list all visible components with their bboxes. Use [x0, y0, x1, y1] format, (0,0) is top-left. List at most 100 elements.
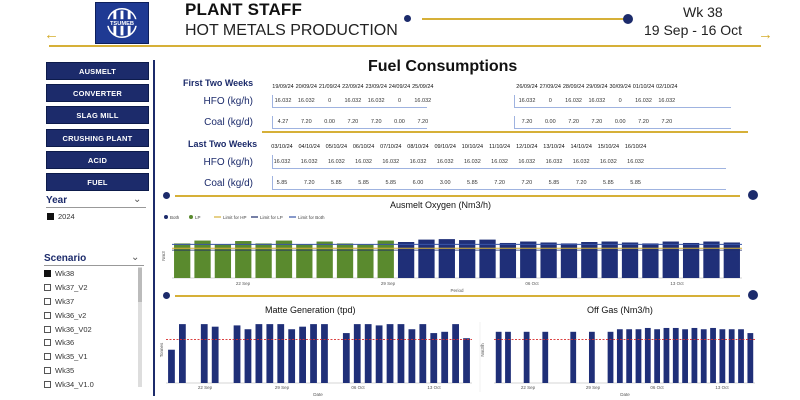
checkbox-icon[interactable] — [44, 339, 51, 347]
nav-button-converter[interactable]: CONVERTER — [46, 84, 149, 102]
checkbox-icon[interactable] — [44, 284, 51, 292]
scenario-slicer-list: Wk38 Wk37_V2 Wk37 Wk36_v2 Wk36_V02 Wk36 Wk35_V… — [44, 267, 139, 391]
table-cell-border — [272, 176, 726, 190]
checkbox-icon[interactable] — [47, 212, 54, 220]
table-cell: 16.032 — [658, 98, 676, 104]
bar — [452, 324, 459, 383]
bar — [700, 329, 707, 383]
company-logo: TSUMEB — [95, 2, 149, 44]
chevron-down-icon[interactable]: ⌄ — [133, 194, 142, 205]
checkbox-icon[interactable] — [44, 325, 51, 333]
table-header-date: 08/10/24 — [407, 144, 429, 150]
scenario-slicer-item-label: Wk36_v2 — [55, 310, 87, 320]
scenario-slicer-item[interactable]: Wk36 — [44, 336, 139, 350]
scenario-slicer-item[interactable]: Wk36_v2 — [44, 308, 139, 322]
table-header-date: 14/10/24 — [570, 144, 592, 150]
nav-button-fuel[interactable]: FUEL — [46, 173, 149, 191]
nav-button-ausmelt[interactable]: AUSMELT — [46, 62, 149, 80]
checkbox-icon[interactable] — [44, 311, 51, 319]
scenario-slicer-item-label: Wk37 — [55, 296, 75, 306]
separator-dot — [163, 192, 170, 199]
scenario-slicer-item[interactable]: Wk34_V1.0 — [44, 377, 139, 391]
y-axis-label: Tonnes — [159, 342, 164, 357]
scenario-slicer-item[interactable]: Wk35_V1 — [44, 350, 139, 364]
table-header-date: 01/10/24 — [632, 84, 655, 90]
bar — [654, 329, 661, 383]
date-range: 19 Sep - 16 Oct — [644, 22, 743, 38]
scenario-slicer-item[interactable]: Wk35 — [44, 364, 139, 378]
table-cell-border — [272, 116, 427, 129]
table-header-date: 25/09/24 — [412, 84, 434, 90]
bar — [719, 329, 726, 383]
nav-button-crushing-plant[interactable]: CRUSHING PLANT — [46, 129, 149, 147]
table-cell: 7.20 — [521, 180, 533, 186]
separator-dot — [748, 190, 758, 200]
scenario-slicer-item[interactable]: Wk38 — [44, 267, 139, 281]
bar — [233, 325, 241, 383]
nav-button-acid[interactable]: ACID — [46, 151, 149, 169]
table-header-date: 22/09/24 — [342, 84, 364, 90]
fuel-table-divider — [262, 131, 748, 133]
x-tick-label: 13 Oct — [427, 385, 441, 390]
table-cell: 0.00 — [394, 119, 405, 125]
nav-button-slag-mill[interactable]: SLAG MILL — [46, 106, 149, 124]
bar — [321, 324, 328, 383]
checkbox-icon[interactable] — [44, 366, 51, 374]
legend-marker — [164, 215, 168, 219]
bar — [662, 241, 679, 278]
bar — [523, 331, 530, 383]
last-two-weeks-title: Last Two Weeks — [188, 139, 258, 149]
table-cell: 7.20 — [661, 119, 673, 125]
table-header-date: 21/09/24 — [318, 84, 341, 90]
year-slicer-item[interactable]: 2024 — [47, 210, 75, 222]
bar — [560, 243, 578, 278]
bar — [255, 243, 272, 278]
x-tick-label: 13 Oct — [670, 281, 684, 286]
bar — [601, 241, 618, 278]
scenario-slicer-divider — [44, 265, 144, 266]
bar — [542, 331, 549, 383]
table-cell-border — [272, 155, 726, 169]
scenario-slicer-item[interactable]: Wk37 — [44, 295, 139, 309]
scenario-slicer-item-label: Wk35_V1 — [55, 352, 88, 362]
table-cell: 7.20 — [347, 119, 359, 125]
table-header-date: 20/09/24 — [295, 84, 317, 90]
x-axis-label: Date — [620, 392, 630, 397]
bar — [377, 240, 394, 278]
scenario-scrollbar-thumb[interactable] — [138, 268, 142, 302]
table-cell: 16.032 — [367, 98, 385, 104]
bar — [397, 324, 405, 383]
checkbox-icon[interactable] — [44, 297, 51, 305]
table-header-date: 07/10/24 — [380, 144, 402, 150]
bar — [570, 331, 577, 383]
arrow-left-icon[interactable]: ← — [44, 26, 59, 43]
year-slicer-divider — [46, 207, 146, 208]
scenario-slicer-title: Scenario — [44, 253, 87, 264]
table-cell: 16.032 — [382, 159, 400, 165]
scenario-slicer-item[interactable]: Wk36_V02 — [44, 322, 139, 336]
checkbox-icon[interactable] — [44, 270, 51, 278]
table-cell: 16.032 — [297, 98, 315, 104]
table-header-date: 26/09/24 — [516, 84, 538, 90]
table-cell: 4.27 — [277, 119, 289, 125]
separator-line — [175, 195, 740, 197]
separator-line — [175, 295, 740, 297]
bar — [505, 331, 511, 383]
scenario-slicer-item[interactable]: Wk37_V2 — [44, 281, 139, 295]
bar — [635, 329, 642, 383]
table-cell: 0 — [397, 98, 402, 104]
table-cell: 16.032 — [588, 98, 606, 104]
checkbox-icon[interactable] — [44, 380, 51, 388]
scenario-slicer-item-label: Wk36 — [55, 338, 75, 348]
scenario-scrollbar[interactable] — [138, 267, 142, 387]
table-cell: 16.032 — [545, 159, 563, 165]
chevron-down-icon[interactable]: ⌄ — [131, 252, 140, 263]
table-header-date: 23/09/24 — [365, 84, 387, 90]
bar — [642, 243, 659, 278]
checkbox-icon[interactable] — [44, 353, 51, 361]
table-header-date: 06/10/24 — [352, 144, 375, 150]
arrow-right-icon[interactable]: → — [758, 26, 773, 43]
table-header-date: 27/09/24 — [539, 84, 561, 90]
table-cell: 16.032 — [518, 98, 536, 104]
table-cell: 16.032 — [436, 159, 454, 165]
